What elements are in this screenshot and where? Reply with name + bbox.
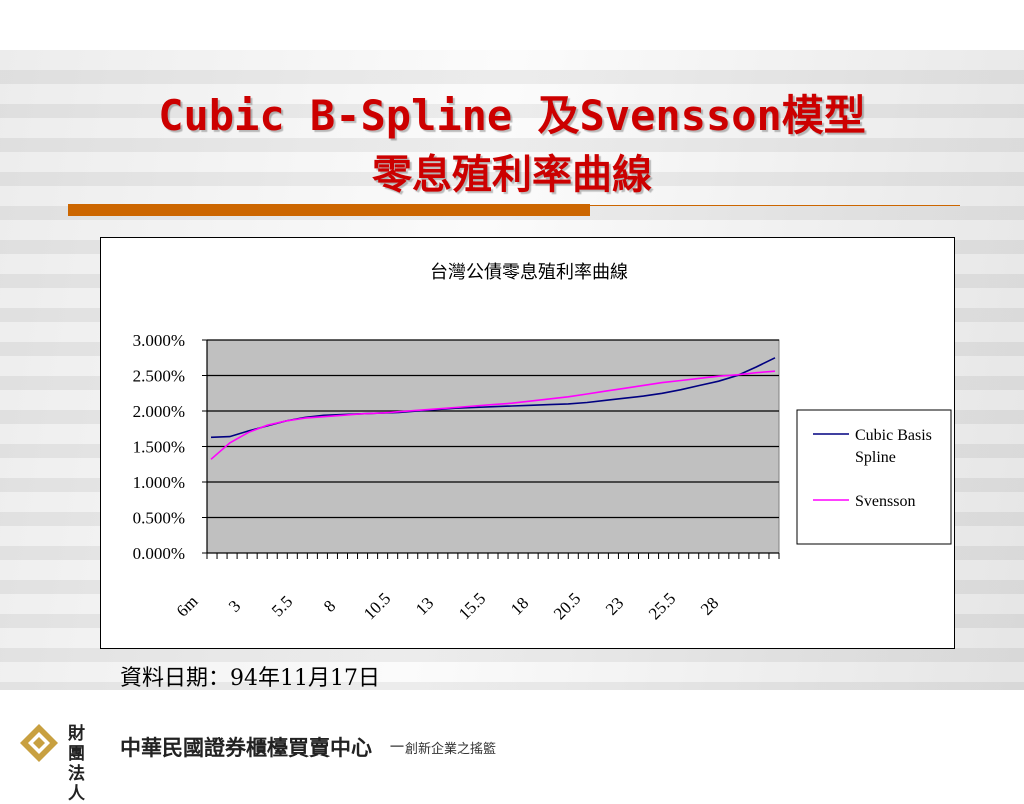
legend-label: Svensson bbox=[855, 493, 915, 510]
title-underline-thin bbox=[590, 205, 960, 206]
y-tick-label: 2.500% bbox=[133, 367, 185, 386]
x-tick-label: 28 bbox=[697, 593, 722, 618]
chart-legend: Cubic Basis Spline Svensson bbox=[796, 409, 952, 545]
footer-slogan: 創新企業之搖籃 bbox=[405, 742, 497, 757]
slide-title: Cubic B-Spline 及Svensson模型 bbox=[158, 91, 866, 140]
legend-label: Cubic Basis Spline bbox=[855, 427, 932, 466]
x-tick-label: 8 bbox=[320, 596, 339, 615]
x-tick-label: 20.5 bbox=[550, 589, 584, 623]
y-tick-label: 3.000% bbox=[133, 331, 185, 350]
series-line bbox=[210, 370, 776, 460]
x-tick-label: 10.5 bbox=[360, 589, 394, 623]
x-tick-label: 23 bbox=[602, 593, 627, 618]
title-underline bbox=[68, 204, 590, 216]
footer-org-name: 中華民國證券櫃檯買賣中心 bbox=[120, 735, 372, 760]
x-tick-label: 15.5 bbox=[455, 589, 489, 623]
y-tick-label: 0.000% bbox=[133, 544, 185, 563]
footer-org-prefix: 財團法人 bbox=[68, 724, 89, 804]
chart-title: 台灣公債零息殖利率曲線 bbox=[430, 261, 628, 283]
chart-frame: 台灣公債零息殖利率曲線 0.000% 0.500% 1.000% 1.500% 2.00… bbox=[100, 237, 955, 649]
data-date-note: 資料日期：94年11月17日 bbox=[120, 666, 380, 691]
gold-diamond-logo-icon bbox=[20, 724, 58, 762]
x-tick-label: 5.5 bbox=[268, 592, 296, 620]
footer-separator: － bbox=[388, 737, 406, 758]
yield-curve-chart: 台灣公債零息殖利率曲線 0.000% 0.500% 1.000% 1.500% 2.00… bbox=[133, 261, 952, 623]
slide-subtitle: 零息殖利率曲線 bbox=[372, 151, 652, 198]
x-tick-label: 25.5 bbox=[645, 589, 679, 623]
x-tick-label: 6m bbox=[173, 592, 202, 621]
y-tick-label: 1.500% bbox=[133, 438, 185, 457]
x-tick-label: 3 bbox=[225, 596, 244, 615]
legend-box bbox=[796, 409, 952, 545]
y-tick-label: 0.500% bbox=[133, 509, 185, 528]
x-tick-label: 18 bbox=[507, 593, 532, 618]
y-tick-label: 2.000% bbox=[133, 402, 185, 421]
footer: 財團法人 中華民國證券櫃檯買賣中心 － 創新企業之搖籃 bbox=[0, 718, 1024, 804]
y-tick-label: 1.000% bbox=[133, 473, 185, 492]
x-tick-label: 13 bbox=[412, 593, 437, 618]
